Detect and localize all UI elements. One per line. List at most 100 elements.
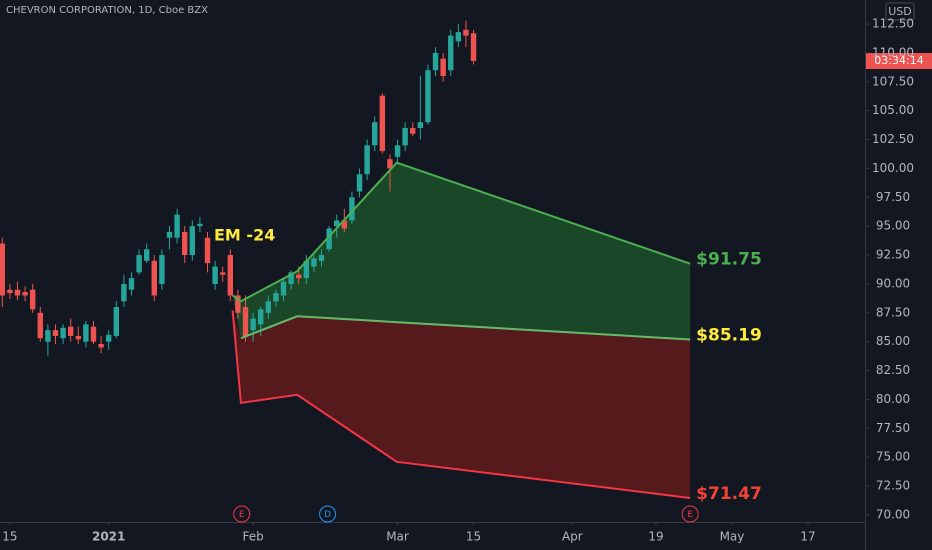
candle-body xyxy=(463,29,469,36)
y-tick-label: 70.00 xyxy=(876,507,910,521)
candle-body xyxy=(470,33,477,61)
candle-body xyxy=(52,330,59,336)
y-tick-label: 97.50 xyxy=(876,190,910,204)
candle-body xyxy=(60,327,66,339)
currency-box[interactable] xyxy=(885,2,915,21)
candle-body xyxy=(7,289,13,294)
candles xyxy=(0,20,477,356)
event-marker[interactable] xyxy=(681,505,699,523)
candle-body xyxy=(227,255,234,296)
candle-body xyxy=(296,274,302,279)
x-tick-label: 2021 xyxy=(92,530,125,544)
y-tick-label: 80.00 xyxy=(876,392,910,406)
overlay: $91.75 $85.19 $71.47 EM -24 E D E 03:34:14 xyxy=(214,52,932,523)
x-tick-label: 15 xyxy=(2,530,17,544)
candle-body xyxy=(90,326,97,342)
candle-body xyxy=(417,122,424,128)
candle-body xyxy=(75,335,81,340)
candle-body xyxy=(318,255,325,261)
y-tick-label: 92.50 xyxy=(876,248,910,262)
candle-body xyxy=(121,283,127,302)
candle-body xyxy=(440,58,446,77)
candle-body xyxy=(220,272,226,275)
y-tick-label: 87.50 xyxy=(876,305,910,319)
candle-body xyxy=(334,220,340,227)
chart-title: CHEVRON CORPORATION, 1D, Cboe BZX xyxy=(6,5,208,16)
candle-body xyxy=(303,260,310,279)
y-tick-label: 105.00 xyxy=(872,103,914,117)
event-marker[interactable] xyxy=(233,505,251,523)
candle-body xyxy=(364,145,370,175)
cone xyxy=(232,162,691,498)
cone-fill-lower xyxy=(232,310,691,498)
candle-body xyxy=(265,301,272,313)
y-tick-label: 77.50 xyxy=(876,421,910,435)
candle-body xyxy=(250,318,256,331)
x-tick-label: May xyxy=(720,530,745,544)
candle-body xyxy=(242,307,249,336)
candle-body xyxy=(410,127,416,134)
candle-body xyxy=(432,52,439,71)
candle-body xyxy=(37,312,43,339)
candle-body xyxy=(387,159,393,169)
event-label: E xyxy=(687,510,693,520)
x-tick-label: 15 xyxy=(466,530,481,544)
y-tick-label: 110.00 xyxy=(872,45,914,59)
cone-line xyxy=(231,310,691,499)
candle-body xyxy=(197,223,203,227)
event-label: E xyxy=(239,510,245,520)
x-tick-label: 17 xyxy=(800,530,815,544)
annotation: EM -24 xyxy=(214,226,275,245)
x-tick-label: Mar xyxy=(386,530,409,544)
candle-body xyxy=(326,228,332,250)
x-tick-label: 19 xyxy=(648,530,663,544)
candle-body xyxy=(394,145,401,157)
y-tick-label: 82.50 xyxy=(876,363,910,377)
y-tick-label: 72.50 xyxy=(876,479,910,493)
candle-body xyxy=(455,32,462,42)
candle-body xyxy=(144,249,150,261)
candle-body xyxy=(174,214,180,238)
candle-body xyxy=(258,309,264,325)
y-tick-label: 90.00 xyxy=(876,276,910,290)
candle-body xyxy=(182,231,188,256)
candle-body xyxy=(105,334,112,342)
candle-body xyxy=(22,292,28,296)
y-tick-label: 112.50 xyxy=(872,17,914,31)
cone-line xyxy=(240,315,691,341)
candle-body xyxy=(288,272,294,284)
event-marker[interactable] xyxy=(319,505,337,523)
y-tick-label: 85.00 xyxy=(876,334,910,348)
x-tick-label: Feb xyxy=(242,530,263,544)
currency[interactable]: USD xyxy=(888,5,912,18)
candle-body xyxy=(280,281,287,296)
y-tick-label: 107.50 xyxy=(872,74,914,88)
candle-body xyxy=(67,326,74,336)
candle-body xyxy=(29,289,36,310)
cone-line xyxy=(232,161,691,303)
candle-body xyxy=(311,258,317,267)
y-tick-label: 95.00 xyxy=(876,219,910,233)
candle-body xyxy=(372,122,378,146)
candle-body xyxy=(204,237,211,264)
candle-body xyxy=(402,127,408,146)
x-tick-label: Apr xyxy=(562,530,583,544)
countdown: 03:34:14 xyxy=(874,54,923,67)
candle-body xyxy=(128,278,135,290)
candle-body xyxy=(189,226,196,256)
candle-body xyxy=(273,293,279,302)
candle-body xyxy=(151,260,158,296)
candle-body xyxy=(379,95,386,152)
cone-fill-upper xyxy=(232,162,691,340)
candle-body xyxy=(113,307,119,336)
candle-body xyxy=(0,243,5,296)
candle-body xyxy=(98,343,104,348)
candle-body xyxy=(235,295,241,313)
candle-body xyxy=(45,330,51,342)
candle-body xyxy=(83,324,89,342)
candle-body xyxy=(425,70,431,123)
cone-value-label: $71.47 xyxy=(696,484,762,504)
candle-body xyxy=(356,174,363,192)
